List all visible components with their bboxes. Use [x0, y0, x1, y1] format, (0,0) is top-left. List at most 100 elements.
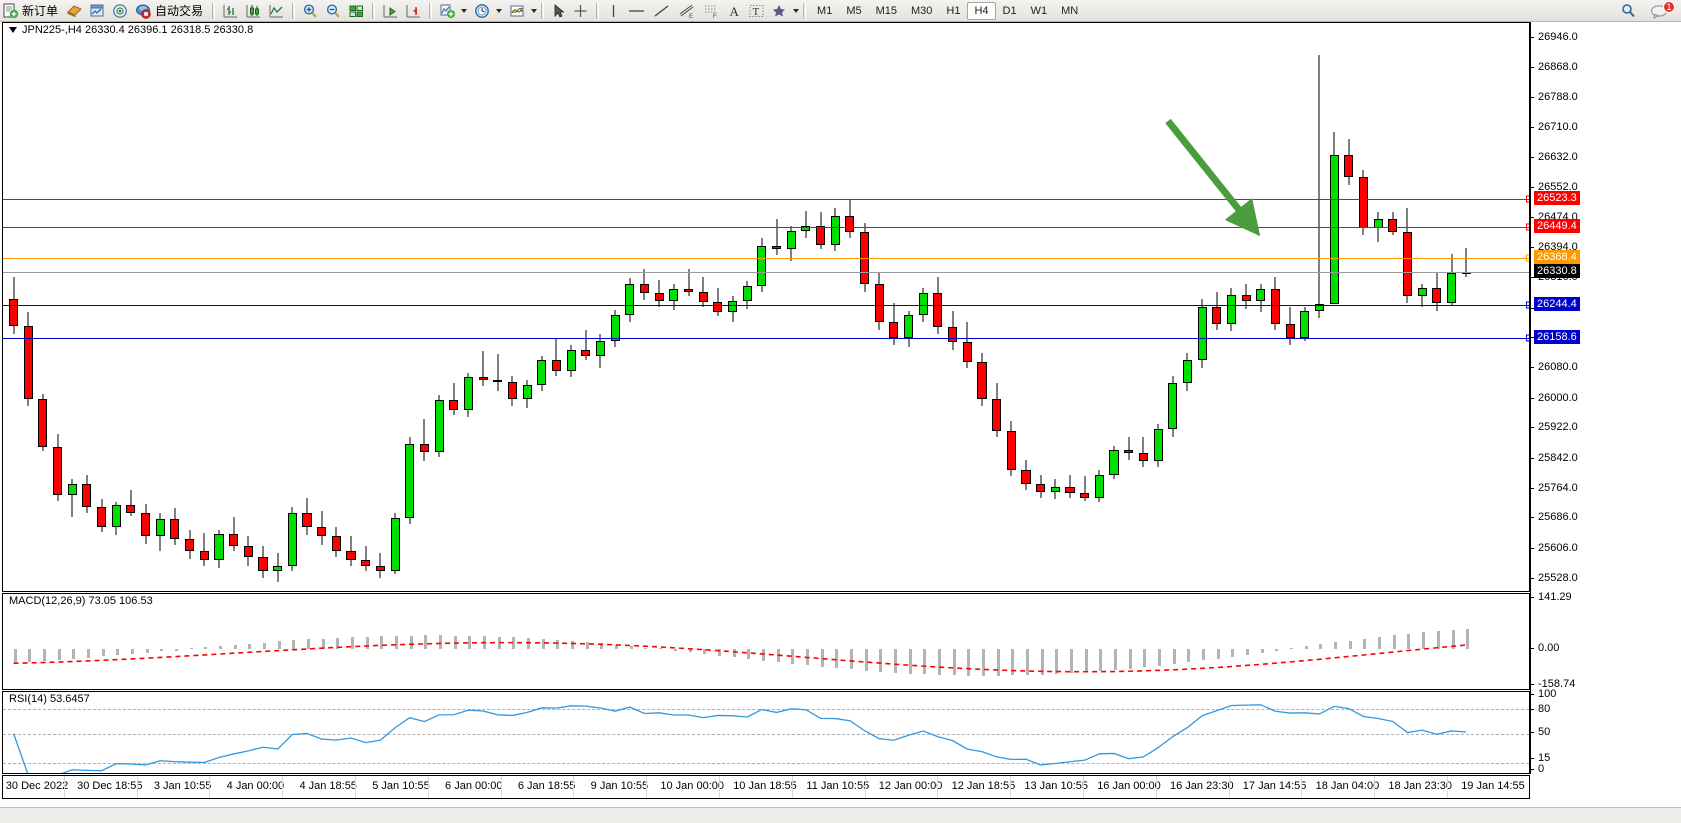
price-level-line[interactable] [3, 272, 1529, 274]
timeframe-button-m5[interactable]: M5 [846, 4, 862, 17]
time-axis-tick: 16 Jan 23:30 [1169, 780, 1234, 792]
candlestick [522, 23, 532, 591]
candle-body [1226, 294, 1236, 324]
auto-trading-button[interactable]: 自动交易 [132, 1, 208, 21]
zoom-out-button[interactable] [322, 1, 345, 21]
periods-icon [475, 3, 489, 18]
tile-windows-button[interactable] [345, 1, 368, 21]
search-button[interactable] [1617, 1, 1641, 21]
fibonacci-button[interactable]: F [699, 1, 724, 21]
candlestick [537, 23, 547, 591]
timeframe-button-m1[interactable]: M1 [817, 4, 833, 17]
data-window-button[interactable] [86, 1, 109, 21]
equidistant-channel-button[interactable]: E [674, 1, 699, 21]
price-axis-tick: 25606.0 [1530, 542, 1578, 554]
candle-body [331, 535, 341, 552]
candlestick [390, 23, 400, 591]
zoom-in-button[interactable] [299, 1, 322, 21]
bar-chart-button[interactable] [219, 1, 242, 21]
price-axis-tick-label: 26000.0 [1538, 391, 1578, 404]
candlestick [904, 23, 914, 591]
price-badge-resistance[interactable]: 26523.3 [1534, 191, 1580, 206]
shapes-dropdown-arrow[interactable] [793, 8, 800, 13]
timeframe-button-m15[interactable]: M15 [875, 4, 897, 17]
line-chart-button[interactable] [265, 1, 288, 21]
horizontal-line-button[interactable] [624, 1, 649, 21]
cursor-button[interactable] [548, 1, 569, 21]
down-arrow-annotation [1165, 118, 1261, 237]
time-axis-tick: 6 Jan 00:00 [445, 780, 503, 792]
indicators-button[interactable] [436, 1, 459, 21]
price-level-line[interactable] [3, 305, 1529, 307]
macd-bar [1392, 635, 1396, 650]
price-level-line[interactable] [3, 199, 1529, 201]
price-badge-pivot[interactable]: 26368.4 [1534, 250, 1580, 265]
price-badge-support[interactable]: 26158.6 [1534, 330, 1580, 345]
price-level-line[interactable] [3, 258, 1529, 260]
price-badge-resistance[interactable]: 26449.4 [1534, 219, 1580, 234]
macd-bar [160, 649, 164, 652]
periods-button[interactable] [471, 1, 494, 21]
expert-advisors-button[interactable] [63, 1, 86, 21]
indicators-dropdown-arrow[interactable] [461, 8, 468, 13]
price-badge-last[interactable]: 26330.8 [1534, 264, 1580, 279]
candle-body [1006, 430, 1016, 471]
chart-title-dropdown-icon[interactable] [9, 27, 17, 33]
text-button[interactable]: A [724, 1, 745, 21]
price-badge-support[interactable]: 26244.4 [1534, 297, 1580, 312]
macd-pane[interactable]: MACD(12,26,9) 73.05 106.53 [2, 593, 1530, 690]
shapes-button[interactable] [768, 1, 791, 21]
timeframe-button-h4[interactable]: H4 [967, 1, 996, 20]
rsi-axis-tick: 15 [1529, 752, 1550, 764]
toolbar-group-trading: 新订单 [0, 0, 208, 22]
candlestick [346, 23, 356, 591]
candlestick [830, 23, 840, 591]
rsi-pane[interactable]: RSI(14) 53.6457 [2, 691, 1530, 774]
timeframe-button-w1[interactable]: W1 [1030, 4, 1048, 17]
price-axis-tick: 26080.0 [1530, 361, 1578, 373]
candle-wick [1128, 436, 1130, 460]
candlestick [229, 23, 239, 591]
macd-bar [1216, 649, 1220, 659]
new-order-button[interactable]: 新订单 [0, 1, 63, 21]
candle-body [610, 314, 620, 341]
price-level-line[interactable] [3, 338, 1529, 340]
candlestick [713, 23, 723, 591]
templates-dropdown-arrow[interactable] [531, 8, 538, 13]
crosshair-button[interactable] [569, 1, 592, 21]
text-label-button[interactable]: T [745, 1, 768, 21]
toolbar-separator [372, 2, 376, 19]
chat-button[interactable]: 1 [1647, 0, 1675, 21]
price-level-line[interactable] [3, 227, 1529, 229]
periods-dropdown-arrow[interactable] [496, 8, 503, 13]
rsi-level-80 [3, 708, 1529, 710]
timeframe-button-mn[interactable]: MN [1061, 4, 1079, 17]
candle-body [537, 360, 547, 385]
timeframe-button-h1[interactable]: H1 [946, 4, 961, 17]
vertical-line-button[interactable] [603, 1, 624, 21]
candle-body [507, 381, 517, 399]
candlestick [992, 23, 1002, 591]
candlestick-chart-button[interactable] [242, 1, 265, 21]
rsi-axis-tick: 80 [1529, 703, 1550, 715]
time-axis[interactable]: 30 Dec 2022 30 Dec 18:55 3 Jan 10:55 4 Jan … [2, 775, 1530, 799]
price-pane[interactable]: JPN225-,H4 26330.4 26396.1 26318.5 26330… [2, 22, 1530, 592]
candle-wick [1465, 247, 1467, 278]
candlestick [1402, 23, 1413, 591]
navigator-button[interactable] [109, 1, 132, 21]
shift-end-button[interactable] [379, 1, 402, 21]
macd-bar [688, 649, 692, 653]
timeframe-button-d1[interactable]: D1 [1002, 4, 1017, 17]
auto-scroll-button[interactable] [402, 1, 425, 21]
candlestick [1182, 23, 1192, 591]
candle-body [243, 546, 253, 558]
candlestick [141, 23, 151, 591]
chart-area[interactable]: JPN225-,H4 26330.4 26396.1 26318.5 26330… [0, 22, 1681, 823]
macd-bar [28, 649, 32, 662]
timeframe-button-m30[interactable]: M30 [911, 4, 933, 17]
templates-button[interactable] [506, 1, 529, 21]
new-order-icon [3, 3, 19, 18]
macd-bar [189, 647, 193, 650]
trendline-button[interactable] [649, 1, 674, 21]
price-axis[interactable]: 26946.0 26868.0 26788.0 26710.0 26632.0 26552… [1529, 22, 1681, 775]
